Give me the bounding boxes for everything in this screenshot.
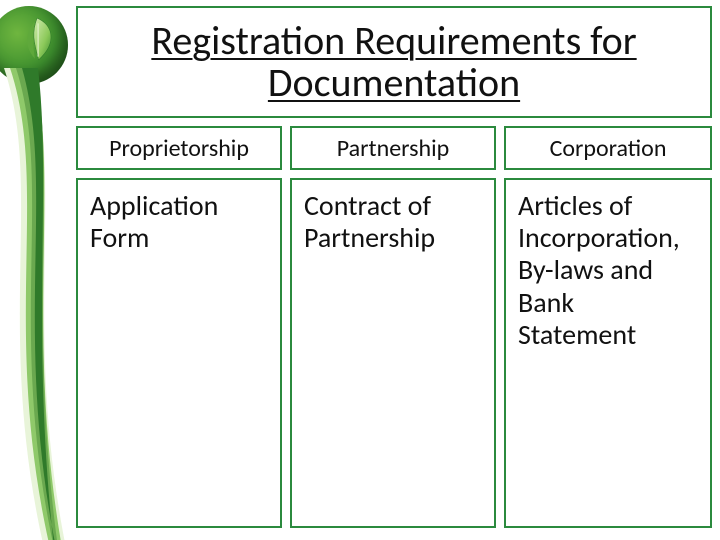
column-header-3: Corporation [504,126,712,170]
column-header-1: Proprietorship [76,126,282,170]
theme-sidebar [0,0,74,540]
column-header-2-label: Partnership [337,134,449,163]
column-body-2: Contract of Partnership [290,178,496,528]
theme-bands [4,68,66,540]
column-body-1-text: Application Form [90,188,218,255]
column-body-3-text: Articles of Incorporation, By-laws and B… [518,188,680,352]
column-header-3-label: Corporation [550,134,667,163]
slide-title: Registration Requirements for Documentat… [88,20,700,104]
column-body-3: Articles of Incorporation, By-laws and B… [504,178,712,528]
title-box: Registration Requirements for Documentat… [76,6,712,118]
column-header-1-label: Proprietorship [109,134,249,163]
leaf-icon [10,14,62,66]
column-header-2: Partnership [290,126,496,170]
column-body-2-text: Contract of Partnership [304,188,435,255]
slide: Registration Requirements for Documentat… [0,0,720,540]
column-body-1: Application Form [76,178,282,528]
